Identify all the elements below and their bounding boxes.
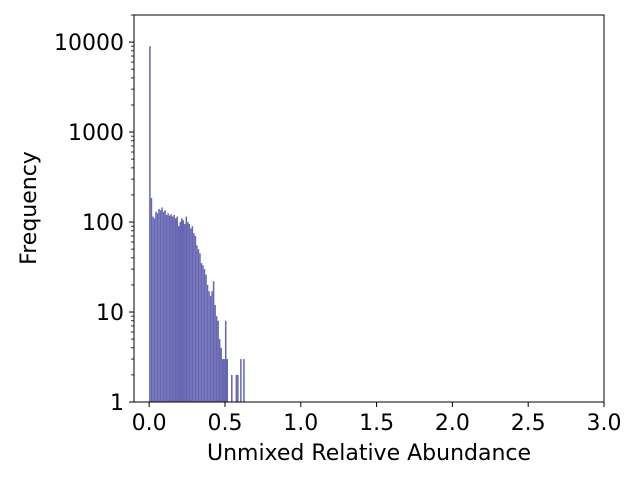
histogram-bar xyxy=(188,224,191,402)
histogram-bar xyxy=(161,207,163,402)
histogram-bar xyxy=(152,216,154,402)
histogram-bar xyxy=(182,220,185,402)
histogram-bar xyxy=(224,320,227,402)
histogram-bar xyxy=(218,339,221,402)
histogram-bar xyxy=(155,211,157,402)
plot-area-frame xyxy=(133,14,605,403)
x-tick-label: 1.0 xyxy=(283,411,318,436)
histogram-bar xyxy=(153,218,156,402)
histogram-bar xyxy=(170,214,172,402)
x-axis-label: Unmixed Relative Abundance xyxy=(207,441,531,466)
histogram-bar xyxy=(220,347,222,402)
y-tick-label: 10 xyxy=(96,301,124,326)
histogram-bar xyxy=(173,214,175,402)
x-tick-label: 1.5 xyxy=(359,411,394,436)
histogram-bar xyxy=(215,316,218,402)
histogram-bar xyxy=(209,296,212,402)
histogram-bar xyxy=(237,374,239,402)
y-axis-ticks: 1 10 100 1000 10000 xyxy=(54,14,134,416)
y-tick-label: 1 xyxy=(110,391,124,416)
histogram-bar xyxy=(164,210,166,402)
y-axis-label: Frequency xyxy=(17,151,42,265)
histogram-bar xyxy=(168,215,171,402)
histogram-bar xyxy=(149,46,151,402)
histogram-bar xyxy=(199,253,201,402)
y-tick-label: 100 xyxy=(82,211,124,236)
histogram-bar xyxy=(181,218,183,402)
histogram-bar xyxy=(193,233,195,402)
histogram-bar xyxy=(159,210,162,402)
histogram-bar xyxy=(158,208,160,402)
y-tick-label: 10000 xyxy=(54,31,124,56)
x-tick-label: 2.5 xyxy=(511,411,546,436)
histogram-bar xyxy=(235,374,238,402)
histogram-bar xyxy=(223,359,225,402)
x-tick-label: 3.0 xyxy=(587,411,622,436)
histogram-bar xyxy=(221,359,224,402)
histogram-bar xyxy=(196,245,198,402)
histogram-bar xyxy=(211,291,213,402)
histogram-bar xyxy=(176,216,178,402)
histogram-bar xyxy=(243,359,245,402)
histogram-bar xyxy=(179,222,181,402)
histogram-bar xyxy=(217,320,219,402)
histogram-bar xyxy=(202,265,204,402)
histogram-bar xyxy=(167,213,169,402)
histogram-bar xyxy=(174,218,177,402)
histogram-bar xyxy=(171,216,174,402)
x-tick-label: 0.0 xyxy=(132,411,167,436)
histogram-bar xyxy=(185,216,188,402)
histogram-bar xyxy=(197,249,200,402)
x-axis-ticks: 0.0 0.5 1.0 1.5 2.0 2.5 3.0 xyxy=(132,402,622,436)
histogram-bar xyxy=(150,198,153,402)
x-tick-label: 2.0 xyxy=(435,411,470,436)
histogram-bar xyxy=(231,374,233,402)
histogram-bar xyxy=(156,213,159,402)
histogram-bar xyxy=(240,359,242,402)
histogram-bar xyxy=(212,281,215,402)
histogram-bar xyxy=(194,235,197,402)
histogram-bar xyxy=(214,304,216,402)
x-tick-label: 0.5 xyxy=(207,411,242,436)
histogram-bar xyxy=(203,269,206,402)
histogram-bars xyxy=(149,46,245,402)
histogram-bar xyxy=(200,263,203,402)
histogram-bar xyxy=(205,274,207,402)
y-tick-label: 1000 xyxy=(68,121,124,146)
histogram-bar xyxy=(206,284,209,402)
histogram-bar xyxy=(226,359,228,402)
histogram-bar xyxy=(184,224,186,402)
histogram-bar xyxy=(190,228,192,402)
histogram-bar xyxy=(208,291,210,402)
histogram-bar xyxy=(187,222,189,402)
histogram-bar xyxy=(165,214,168,402)
histogram-bar xyxy=(177,226,180,402)
histogram-bar xyxy=(162,211,165,402)
histogram-bar xyxy=(191,226,194,402)
